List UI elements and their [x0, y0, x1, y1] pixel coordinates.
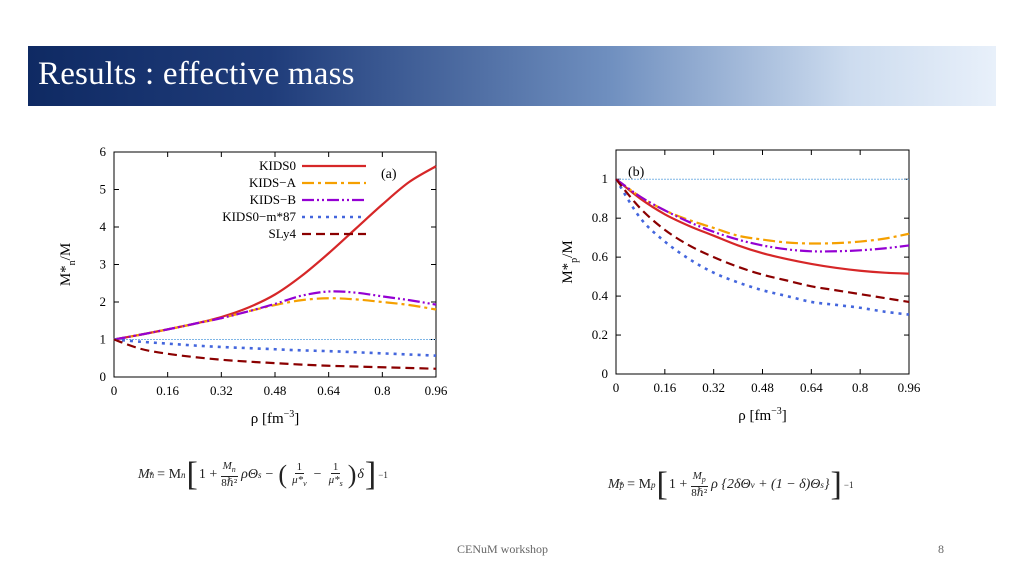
page-number: 8 — [938, 542, 944, 556]
panel-label: (a) — [381, 167, 397, 182]
x-tick-label: 0.96 — [425, 383, 448, 398]
plot-frame — [615, 149, 910, 375]
y-tick-label: 2 — [100, 294, 107, 309]
y-tick-label: 6 — [100, 144, 107, 159]
x-axis-label: ρ [fm−3] — [738, 406, 787, 424]
series-line-kids0-m-87 — [113, 338, 437, 357]
y-tick-label: 0.2 — [592, 327, 608, 342]
x-tick-label: 0.96 — [898, 380, 921, 395]
panel-label: (b) — [628, 165, 645, 180]
legend-label: SLy4 — [269, 226, 297, 241]
series-line-kids-b — [615, 178, 910, 253]
y-tick-label: 0 — [602, 366, 609, 381]
title-bar: Results : effective mass — [28, 46, 996, 106]
x-tick-label: 0.8 — [852, 380, 868, 395]
x-tick-label: 0.32 — [702, 380, 725, 395]
series-line-kids-a — [615, 178, 910, 245]
y-tick-label: 4 — [100, 219, 107, 234]
legend-label: KIDS−B — [250, 192, 297, 207]
y-axis-label: M*n/M — [58, 243, 78, 286]
y-tick-label: 1 — [100, 332, 107, 347]
slide-title: Results : effective mass — [38, 56, 355, 92]
y-tick-label: 0.8 — [592, 210, 608, 225]
series-line-sly4 — [615, 178, 910, 304]
y-tick-label: 0.4 — [592, 288, 609, 303]
y-tick-label: 0.6 — [592, 249, 609, 264]
x-tick-label: 0.16 — [156, 383, 179, 398]
x-tick-label: 0.8 — [374, 383, 390, 398]
series-line-kids0 — [615, 178, 910, 275]
legend-label: KIDS−A — [249, 175, 297, 190]
chart-proton-effective-mass: 0 0.2 0.4 0.6 0.8 1 0 0.16 0.32 0.48 0.64 0.8 0.96 (b… — [560, 149, 921, 424]
series-line-kids-b — [113, 290, 437, 341]
y-tick-label: 3 — [100, 257, 107, 272]
series-line-sly4 — [113, 338, 437, 370]
x-tick-label: 0.48 — [264, 383, 287, 398]
footer-workshop: CENuM workshop — [457, 542, 549, 556]
x-axis-label: ρ [fm−3] — [251, 409, 300, 427]
x-tick-label: 0.16 — [653, 380, 676, 395]
x-tick-label: 0.64 — [317, 383, 340, 398]
legend-label: KIDS0−m*87 — [222, 209, 296, 224]
x-tick-label: 0.64 — [800, 380, 823, 395]
x-tick-label: 0.48 — [751, 380, 774, 395]
y-tick-label: 0 — [100, 369, 107, 384]
legend-label: KIDS0 — [259, 158, 296, 173]
y-tick-label: 1 — [602, 171, 609, 186]
x-tick-label: 0.32 — [210, 383, 233, 398]
y-axis-label: M*p/M — [560, 240, 580, 283]
series-line-kids0-m-87 — [614, 178, 910, 316]
y-tick-label: 5 — [100, 182, 107, 197]
x-tick-label: 0 — [613, 380, 620, 395]
x-tick-label: 0 — [111, 383, 118, 398]
series-line-kids-a — [113, 297, 437, 341]
chart-neutron-effective-mass: 0 1 2 3 4 5 6 0 0.16 0.32 0.48 0.64 0.8 0.96 (a) ρ [fm−… — [58, 144, 448, 427]
